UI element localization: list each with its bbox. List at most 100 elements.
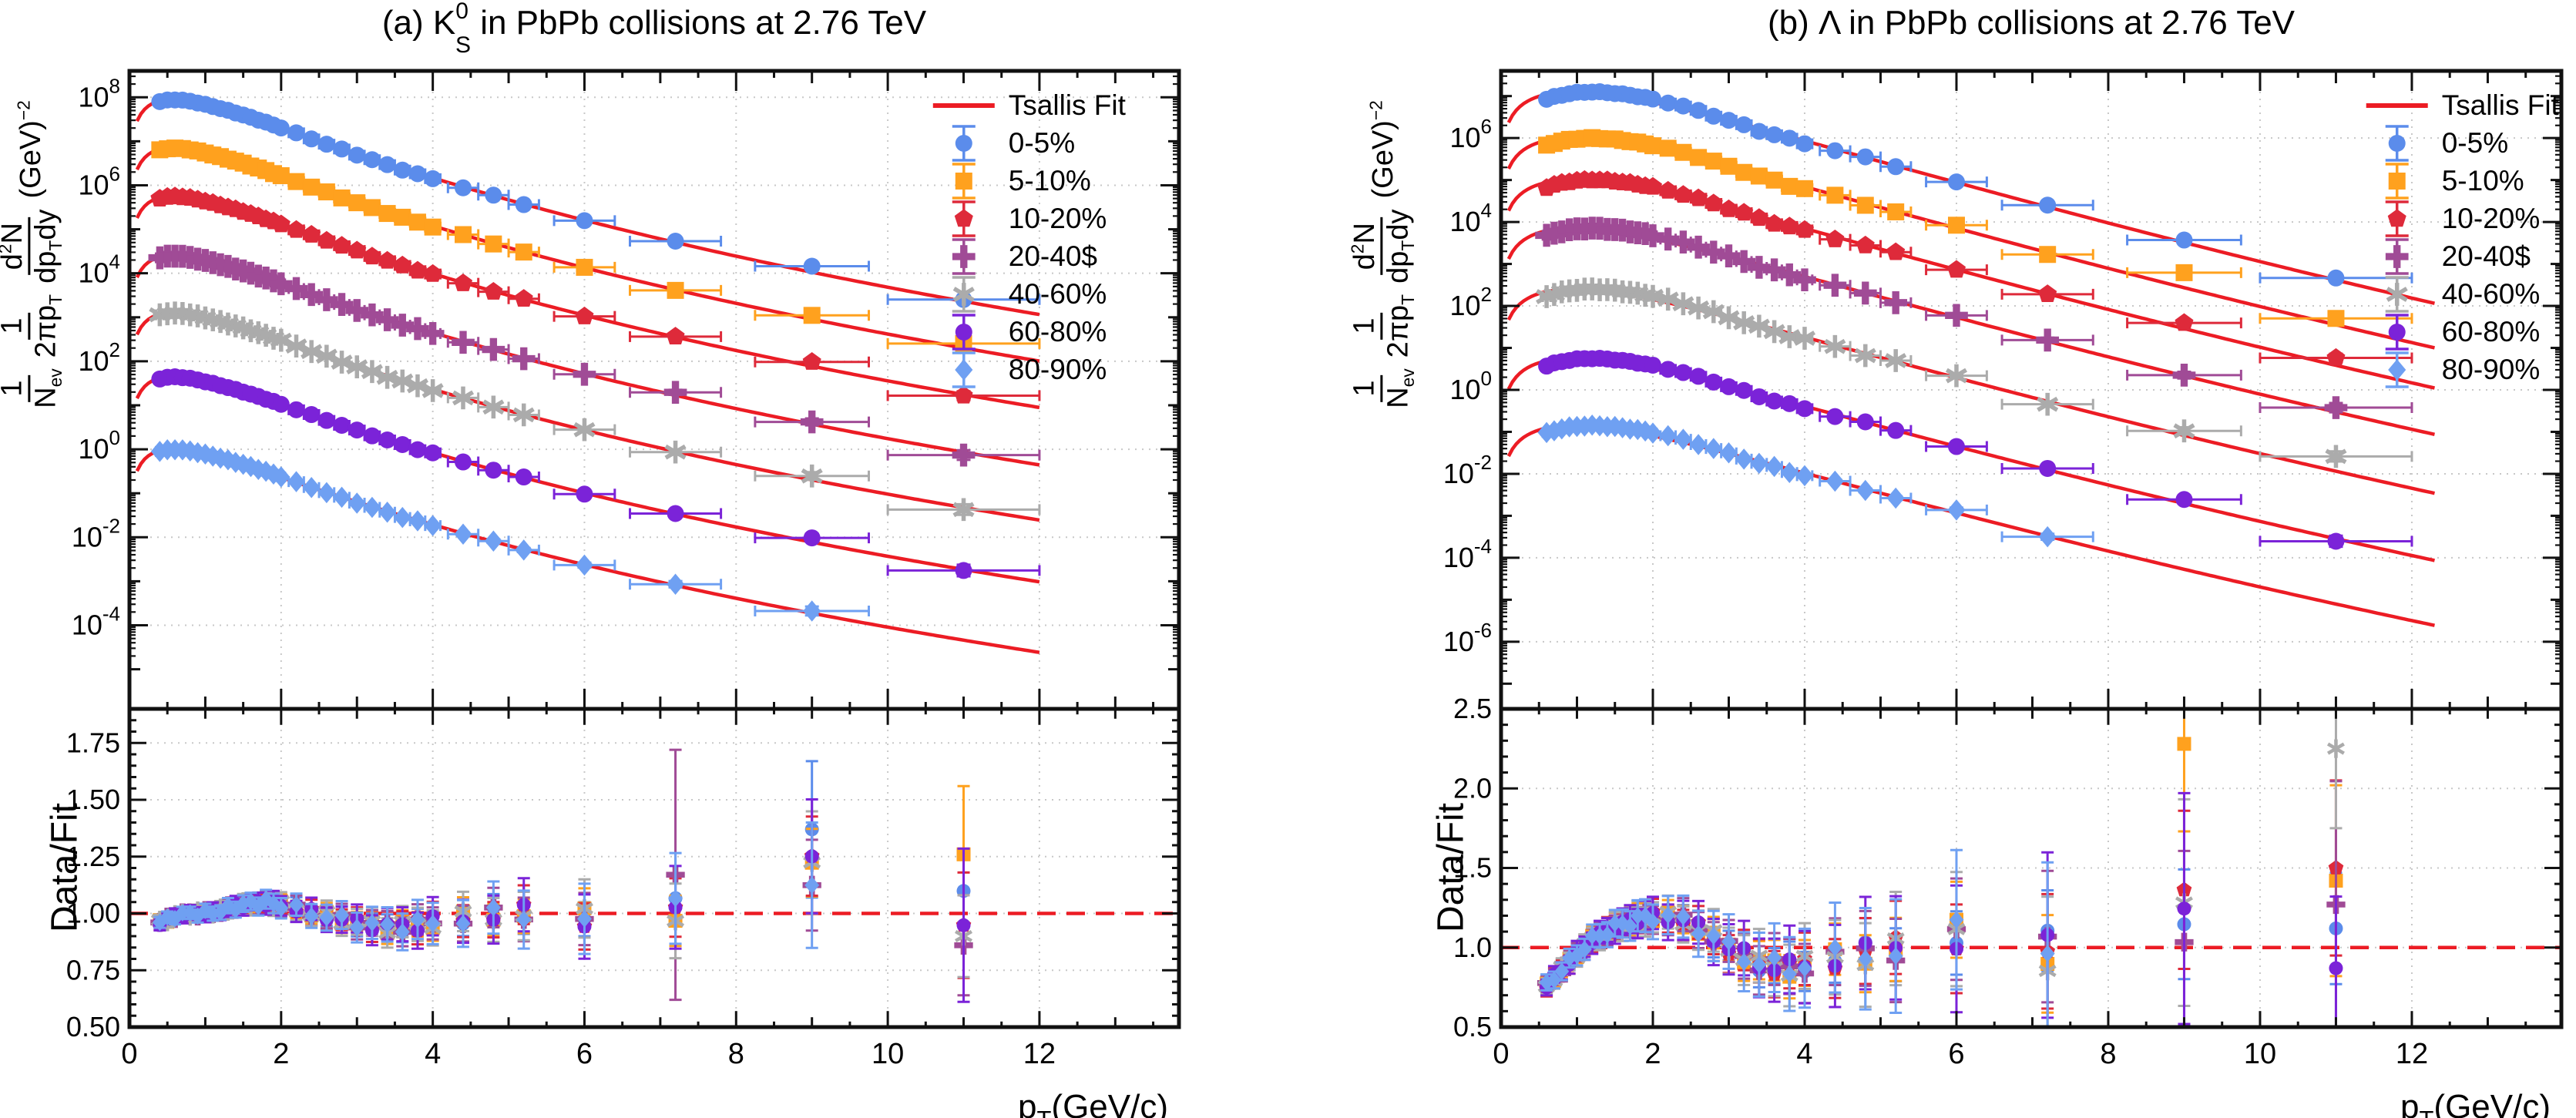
data-marker-pentagon [423,264,442,282]
data-marker-diamond [1827,938,1842,957]
data-marker-square [515,243,532,261]
data-marker-plus [1884,290,1908,314]
ratio-series-5-10% [153,784,971,948]
data-marker-circle [576,212,593,230]
data-marker-circle [485,462,502,479]
data-marker-plus [421,321,445,345]
data-marker-diamond [577,910,592,928]
data-marker-diamond [1577,940,1592,959]
data-marker-plus [800,410,824,434]
data-marker-diamond [364,914,380,932]
data-marker-square [1765,171,1783,189]
svg-text:10-4: 10-4 [1443,535,1492,573]
data-marker-square [1856,196,1874,214]
data-marker-square [803,307,821,324]
data-marker-star [952,498,975,522]
data-marker-square [1690,149,1708,166]
data-marker-diamond [1858,950,1873,968]
svg-text:10-20%: 10-20% [2442,203,2541,234]
data-marker-diamond [485,898,501,917]
svg-text:10: 10 [872,1038,904,1070]
data-marker-square [667,281,684,299]
legend-item-40-60%: 40-60% [952,276,1107,313]
ratio-series-20-40$ [150,748,973,1002]
series-60-80% [151,368,1041,579]
data-marker-diamond [1736,952,1751,971]
data-marker-plus [1853,281,1877,305]
data-marker-circle [803,529,821,547]
data-marker-circle [1704,107,1722,125]
series-5-10% [1538,129,2413,327]
legend-item-60-80%: 60-80% [952,314,1107,351]
svg-text:4: 4 [1796,1038,1812,1070]
ratio-series-0-5% [1540,868,2343,994]
data-marker-star [573,418,596,441]
data-marker-diamond [332,486,351,509]
data-marker-star [482,395,505,419]
data-marker-circle [1674,364,1692,381]
data-marker-square [1795,180,1813,197]
data-marker-circle [2177,901,2191,916]
data-marker-circle [1735,116,1753,133]
data-marker-pentagon [2038,284,2057,303]
data-marker-square [424,218,442,236]
data-marker-diamond [1797,959,1812,977]
svg-text:100: 100 [78,426,120,465]
data-marker-diamond [668,889,683,908]
data-marker-star [2173,419,2195,443]
data-marker-circle [1887,158,1905,176]
legend-item-40-60%: 40-60% [2385,276,2540,313]
data-marker-circle [363,427,381,445]
data-marker-circle [1781,129,1798,147]
data-marker-diamond [1949,911,1964,928]
data-marker-circle [1659,94,1677,112]
data-marker-star [1854,344,1876,368]
series-60-80% [1538,350,2413,550]
data-marker-plus [952,443,976,467]
data-marker-pentagon [348,240,367,259]
panel-title: (b) Λ in PbPb collisions at 2.76 TeV [1768,4,2296,42]
data-marker-star [2325,445,2347,468]
data-marker-diamond [1780,462,1798,483]
legend-item-10-20%: 10-20% [2385,200,2541,237]
data-marker-pentagon [362,247,381,265]
svg-text:0.75: 0.75 [66,954,120,985]
data-marker-diamond [1795,465,1814,487]
data-marker-diamond [410,911,425,928]
svg-text:108: 108 [78,74,120,112]
data-marker-circle [363,151,381,169]
data-marker-diamond [393,506,411,529]
svg-text:1.50: 1.50 [66,784,120,815]
data-marker-pentagon [271,214,291,233]
data-marker-circle [394,161,411,179]
ticks [1500,71,2561,1029]
svg-text:2: 2 [273,1038,289,1070]
data-marker-pentagon [2175,313,2194,331]
data-marker-circle [333,140,351,158]
data-marker-diamond [317,482,336,504]
data-marker-circle [2039,459,2057,477]
data-marker-diamond [1856,479,1875,502]
data-marker-square [1659,139,1677,157]
data-marker-diamond [1750,452,1768,475]
data-marker-circle [955,135,972,152]
data-marker-diamond [395,923,410,941]
data-marker-diamond [1584,927,1600,945]
tick-labels: 0 2 4 6 8 10 12 108 106 104 102 100 10-2 10-4 0.50 0.75… [66,0,1168,1118]
svg-text:8: 8 [2100,1038,2116,1070]
data-marker-diamond [1537,421,1556,444]
data-marker-pentagon [1765,213,1784,232]
legend-item-80-90%: 80-90% [2385,351,2540,388]
data-marker-diamond [2038,525,2057,548]
data-marker-diamond [516,911,532,928]
series-0-5% [1538,83,2413,287]
data-marker-pentagon [1704,193,1723,212]
data-marker-square [2039,246,2057,264]
data-marker-circle [1826,408,1844,425]
data-marker-circle [1947,438,1965,455]
data-marker-diamond [575,554,594,576]
data-marker-pentagon [317,230,336,249]
data-marker-diamond [363,496,381,519]
data-marker-diamond [378,502,397,523]
data-marker-pentagon [393,255,412,274]
